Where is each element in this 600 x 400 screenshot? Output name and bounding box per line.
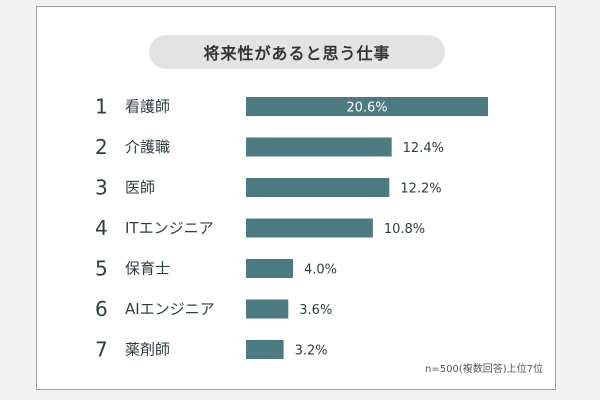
category-label: 保育士 <box>125 260 170 278</box>
value-label: 20.6% <box>346 101 387 116</box>
value-label: 10.8% <box>384 222 425 237</box>
rank-number: 2 <box>95 135 108 159</box>
category-label: 医師 <box>125 179 155 197</box>
bar-chart: 1 看護師 20.6% 2 介護職 12.4% 3 医師 12.2% 4 ITエンジニア 10.8% 5… <box>95 95 488 362</box>
rank-number: 1 <box>95 95 108 119</box>
rank-number: 7 <box>95 338 108 362</box>
rank-number: 4 <box>95 216 108 240</box>
bar <box>246 137 392 157</box>
value-label: 12.2% <box>400 182 441 197</box>
category-label: 介護職 <box>125 138 170 156</box>
category-label: 薬剤師 <box>125 341 170 359</box>
value-label: 3.2% <box>295 344 328 359</box>
chart-title: 将来性があると思う仕事 <box>149 35 445 69</box>
category-label: ITエンジニア <box>125 219 214 237</box>
value-label: 12.4% <box>403 141 444 156</box>
value-label: 4.0% <box>304 263 337 278</box>
chart-card: 将来性があると思う仕事 1 看護師 20.6% 2 介護職 12.4% 3 医師 12.2% 4 I… <box>36 6 556 390</box>
bar <box>246 299 289 319</box>
sample-note: n=500(複数回答)上位7位 <box>425 364 543 375</box>
bar <box>246 218 373 238</box>
category-label: AIエンジニア <box>125 300 215 318</box>
bar <box>246 97 488 116</box>
rank-number: 5 <box>95 257 108 281</box>
value-label: 3.6% <box>299 303 332 318</box>
rank-number: 6 <box>95 297 108 321</box>
bar <box>246 178 390 197</box>
rank-number: 3 <box>95 176 108 200</box>
bar <box>246 340 284 359</box>
bar <box>246 259 293 278</box>
category-label: 看護師 <box>125 98 170 116</box>
